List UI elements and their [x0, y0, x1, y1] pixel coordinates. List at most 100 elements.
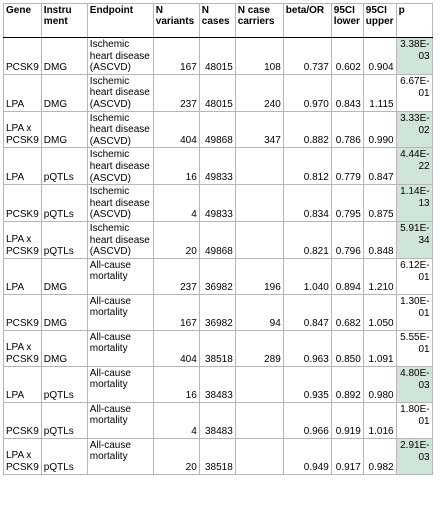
cell-n-variants: 404: [152, 110, 200, 149]
header-ci-lower: 95CI lower: [330, 3, 364, 38]
cell-ci-lower: 0.919: [330, 401, 364, 439]
cell-beta-or: 0.882: [282, 110, 332, 149]
cell-p: 1.80E-01: [395, 401, 433, 439]
cell-p: 4.44E-22: [395, 147, 433, 186]
cell-p: 5.91E-34: [395, 220, 433, 259]
cell-n-variants: 16: [152, 147, 200, 186]
cell-endpoint: Ischemic heart disease (ASCVD): [86, 37, 154, 75]
cell-endpoint: Ischemic heart disease (ASCVD): [86, 110, 154, 149]
cell-beta-or: 0.935: [282, 365, 332, 403]
cell-gene: LPA: [3, 147, 42, 186]
cell-n-variants: 4: [152, 184, 200, 222]
cell-n-case-carriers: 347: [234, 110, 284, 149]
cell-n-cases: 38483: [198, 401, 236, 439]
cell-n-cases: 49833: [198, 184, 236, 222]
cell-ci-upper: 1.091: [362, 329, 397, 367]
cell-ci-lower: 0.843: [330, 73, 364, 112]
cell-n-variants: 167: [152, 37, 200, 75]
header-instrument: Instru ment: [40, 3, 88, 38]
cell-n-case-carriers: [234, 147, 284, 186]
header-beta-or: beta/OR: [282, 3, 332, 38]
cell-n-cases: 36982: [198, 257, 236, 295]
cell-ci-upper: 0.980: [362, 365, 397, 403]
cell-p: 6.67E-01: [395, 73, 433, 112]
cell-gene: LPA x PCSK9: [3, 220, 42, 259]
cell-n-case-carriers: [234, 365, 284, 403]
cell-n-case-carriers: [234, 220, 284, 259]
table-row: PCSK9 pQTLs All-cause mortality 4 38483 0.966…: [3, 401, 433, 439]
cell-n-cases: 38518: [198, 437, 236, 475]
table-row: LPA x PCSK9 pQTLs All-cause mortality 20 385…: [3, 437, 433, 475]
table-body: PCSK9 DMG Ischemic heart disease (ASCVD) 16…: [3, 37, 433, 475]
cell-n-variants: 404: [152, 329, 200, 367]
cell-p: 1.14E-13: [395, 184, 433, 222]
cell-gene: LPA: [3, 365, 42, 403]
cell-ci-upper: 0.875: [362, 184, 397, 222]
cell-endpoint: Ischemic heart disease (ASCVD): [86, 147, 154, 186]
cell-instrument: pQTLs: [40, 437, 88, 475]
cell-beta-or: 0.812: [282, 147, 332, 186]
cell-n-variants: 4: [152, 401, 200, 439]
cell-n-cases: 38483: [198, 365, 236, 403]
cell-endpoint: Ischemic heart disease (ASCVD): [86, 184, 154, 222]
cell-p: 3.38E-03: [395, 37, 433, 75]
cell-gene: LPA: [3, 257, 42, 295]
cell-ci-upper: 1.016: [362, 401, 397, 439]
table-row: LPA x PCSK9 DMG Ischemic heart disease (AS…: [3, 110, 433, 149]
cell-p: 5.55E-01: [395, 329, 433, 367]
cell-gene: PCSK9: [3, 401, 42, 439]
table-row: LPA pQTLs Ischemic heart disease (ASCVD) 16…: [3, 147, 433, 186]
cell-n-variants: 16: [152, 365, 200, 403]
cell-instrument: DMG: [40, 257, 88, 295]
cell-n-variants: 167: [152, 293, 200, 331]
cell-ci-upper: 0.847: [362, 147, 397, 186]
cell-ci-upper: 1.115: [362, 73, 397, 112]
cell-n-variants: 237: [152, 73, 200, 112]
table-row: LPA DMG All-cause mortality 237 36982 196 1.04…: [3, 257, 433, 295]
cell-instrument: DMG: [40, 37, 88, 75]
cell-beta-or: 0.970: [282, 73, 332, 112]
cell-n-case-carriers: [234, 437, 284, 475]
cell-p: 1.30E-01: [395, 293, 433, 331]
cell-ci-lower: 0.892: [330, 365, 364, 403]
cell-ci-upper: 0.904: [362, 37, 397, 75]
cell-n-cases: 49833: [198, 147, 236, 186]
header-ci-upper: 95CI upper: [362, 3, 397, 38]
cell-n-variants: 20: [152, 220, 200, 259]
cell-instrument: DMG: [40, 293, 88, 331]
cell-gene: LPA x PCSK9: [3, 329, 42, 367]
cell-ci-upper: 1.210: [362, 257, 397, 295]
cell-instrument: pQTLs: [40, 220, 88, 259]
cell-gene: PCSK9: [3, 37, 42, 75]
cell-ci-upper: 0.990: [362, 110, 397, 149]
header-n-cases: N cases: [198, 3, 236, 38]
cell-n-cases: 48015: [198, 37, 236, 75]
cell-instrument: pQTLs: [40, 184, 88, 222]
cell-endpoint: All-cause mortality: [86, 329, 154, 367]
cell-instrument: DMG: [40, 329, 88, 367]
table-row: PCSK9 DMG Ischemic heart disease (ASCVD) 16…: [3, 37, 433, 75]
cell-endpoint: Ischemic heart disease (ASCVD): [86, 220, 154, 259]
cell-endpoint: All-cause mortality: [86, 293, 154, 331]
cell-n-case-carriers: 94: [234, 293, 284, 331]
cell-gene: LPA x PCSK9: [3, 437, 42, 475]
cell-instrument: pQTLs: [40, 401, 88, 439]
cell-n-case-carriers: [234, 401, 284, 439]
table-row: LPA x PCSK9 DMG All-cause mortality 404 3851…: [3, 329, 433, 367]
cell-beta-or: 0.737: [282, 37, 332, 75]
cell-p: 2.91E-03: [395, 437, 433, 475]
cell-beta-or: 0.834: [282, 184, 332, 222]
cell-beta-or: 0.821: [282, 220, 332, 259]
cell-gene: PCSK9: [3, 293, 42, 331]
cell-gene: LPA x PCSK9: [3, 110, 42, 149]
cell-endpoint: Ischemic heart disease (ASCVD): [86, 73, 154, 112]
cell-endpoint: All-cause mortality: [86, 257, 154, 295]
cell-ci-lower: 0.602: [330, 37, 364, 75]
cell-n-variants: 237: [152, 257, 200, 295]
cell-endpoint: All-cause mortality: [86, 437, 154, 475]
cell-p: 4.80E-03: [395, 365, 433, 403]
cell-beta-or: 1.040: [282, 257, 332, 295]
cell-ci-lower: 0.786: [330, 110, 364, 149]
cell-instrument: DMG: [40, 73, 88, 112]
header-endpoint: Endpoint: [86, 3, 154, 38]
